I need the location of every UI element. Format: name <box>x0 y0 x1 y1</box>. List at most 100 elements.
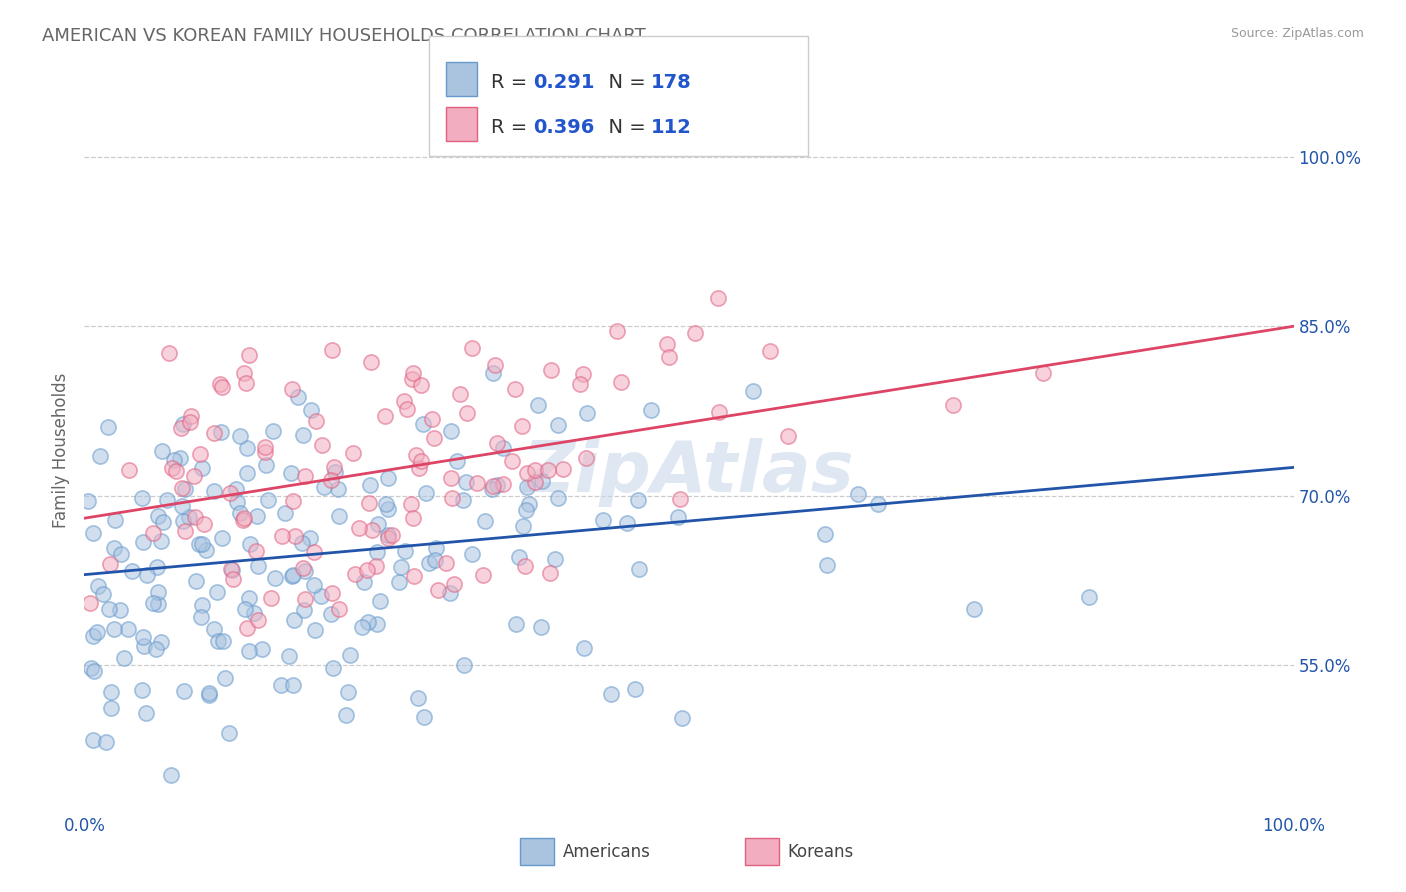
Text: N =: N = <box>596 72 652 92</box>
Point <box>281 493 304 508</box>
Point <box>233 366 256 380</box>
Point <box>254 458 277 472</box>
Point <box>148 508 170 523</box>
Point <box>482 366 505 380</box>
Point <box>104 513 127 527</box>
Point <box>401 372 423 386</box>
Point <box>163 453 186 467</box>
Point <box>173 483 195 497</box>
Point <box>190 609 212 624</box>
Point <box>236 441 259 455</box>
Point <box>606 324 628 338</box>
Point <box>406 691 429 706</box>
Point <box>170 421 193 435</box>
Point <box>280 466 302 480</box>
Point <box>150 635 173 649</box>
Point <box>366 545 388 559</box>
Point <box>202 426 225 441</box>
Point <box>572 640 595 655</box>
Point <box>299 403 322 417</box>
Point <box>394 544 416 558</box>
Point <box>360 355 382 369</box>
Point <box>547 418 569 433</box>
Point <box>132 630 155 644</box>
Point <box>302 545 325 559</box>
Point <box>165 464 187 478</box>
Point <box>294 469 316 483</box>
Point <box>503 382 526 396</box>
Point <box>305 414 328 428</box>
Point <box>239 537 262 551</box>
Point <box>453 657 475 672</box>
Point <box>461 548 484 562</box>
Point <box>347 521 370 535</box>
Text: AMERICAN VS KOREAN FAMILY HOUSEHOLDS CORRELATION CHART: AMERICAN VS KOREAN FAMILY HOUSEHOLDS COR… <box>42 27 645 45</box>
Point <box>187 537 209 551</box>
Point <box>238 591 260 605</box>
Point <box>229 506 252 520</box>
Point <box>89 450 111 464</box>
Point <box>256 492 278 507</box>
Point <box>394 394 416 409</box>
Point <box>191 461 214 475</box>
Point <box>191 598 214 612</box>
Point <box>610 376 633 390</box>
Point <box>342 446 364 460</box>
Point <box>218 486 240 500</box>
Point <box>741 384 763 399</box>
Point <box>434 556 457 570</box>
Point <box>304 623 326 637</box>
Point <box>142 596 165 610</box>
Point <box>759 344 782 359</box>
Point <box>294 591 316 606</box>
Point <box>516 467 538 481</box>
Point <box>77 494 100 508</box>
Point <box>209 425 232 439</box>
Point <box>572 367 595 381</box>
Point <box>190 537 212 551</box>
Point <box>194 542 217 557</box>
Point <box>205 585 228 599</box>
Point <box>553 462 575 476</box>
Point <box>669 491 692 506</box>
Point <box>112 650 135 665</box>
Point <box>323 459 346 474</box>
Point <box>235 602 257 616</box>
Point <box>131 491 153 506</box>
Point <box>260 591 283 605</box>
Point <box>776 428 799 442</box>
Point <box>235 376 257 390</box>
Point <box>530 475 553 489</box>
Point <box>247 559 270 574</box>
Point <box>328 508 350 523</box>
Point <box>439 586 461 600</box>
Point <box>815 558 838 573</box>
Point <box>427 582 450 597</box>
Point <box>236 466 259 480</box>
Point <box>160 461 183 475</box>
Point <box>456 406 478 420</box>
Point <box>357 615 380 629</box>
Point <box>492 441 515 455</box>
Point <box>150 443 173 458</box>
Point <box>423 431 446 445</box>
Point <box>131 682 153 697</box>
Point <box>352 620 374 634</box>
Point <box>287 390 309 404</box>
Point <box>146 559 169 574</box>
Point <box>174 524 197 538</box>
Text: ZipAtlas: ZipAtlas <box>523 438 855 507</box>
Point <box>283 678 305 692</box>
Point <box>80 661 103 675</box>
Point <box>157 346 180 360</box>
Point <box>451 493 474 508</box>
Point <box>942 398 965 412</box>
Point <box>335 708 357 723</box>
Point <box>425 541 447 555</box>
Point <box>98 602 121 616</box>
Point <box>465 475 488 490</box>
Point <box>254 445 277 459</box>
Point <box>501 454 523 468</box>
Point <box>184 509 207 524</box>
Point <box>357 496 380 510</box>
